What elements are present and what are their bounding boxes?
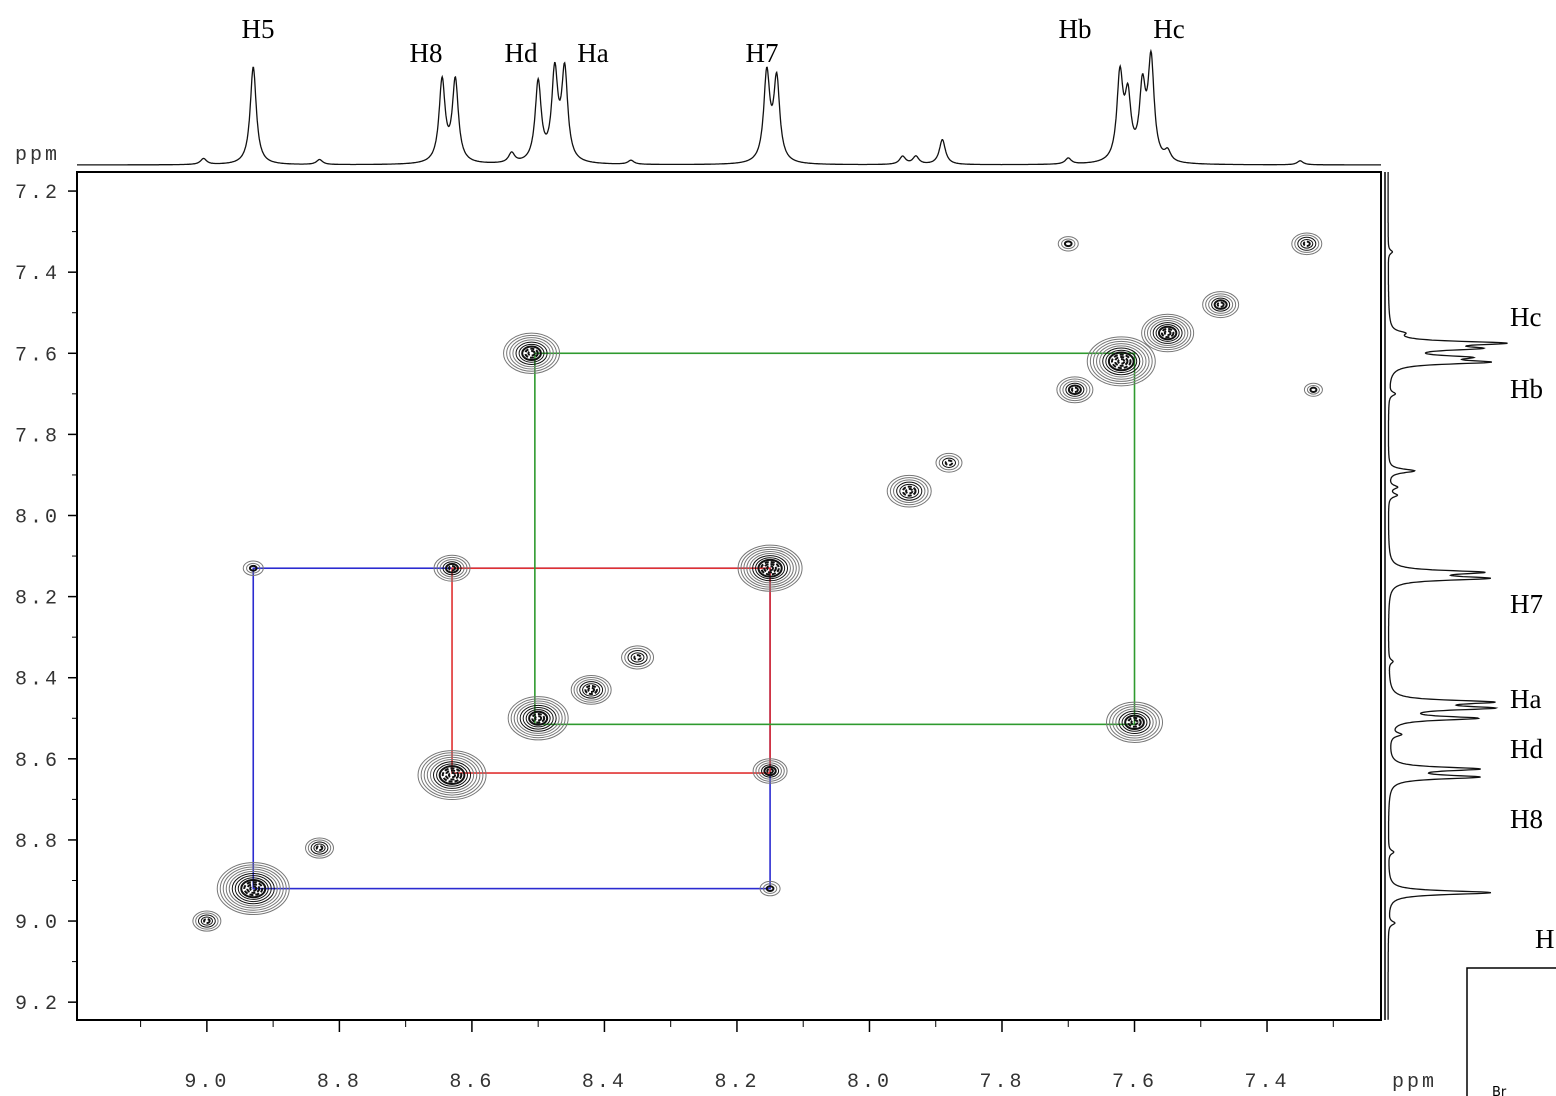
structure-label: Br bbox=[1492, 1085, 1507, 1096]
contour bbox=[449, 773, 455, 777]
contour bbox=[1118, 359, 1124, 363]
peak-label: H7 bbox=[746, 38, 779, 68]
cross-peak bbox=[1057, 377, 1093, 403]
y-unit: ppm bbox=[15, 144, 60, 167]
x-tick-label: 8.4 bbox=[582, 1071, 627, 1094]
peak-label: Hb bbox=[1510, 374, 1543, 404]
x-tick-label: 8.2 bbox=[714, 1071, 759, 1094]
contour bbox=[1142, 314, 1194, 351]
top-projection bbox=[77, 51, 1381, 165]
peak-label: H8 bbox=[410, 38, 443, 68]
y-tick-label: 8.8 bbox=[15, 831, 60, 854]
contour bbox=[306, 838, 334, 858]
cross-peak bbox=[193, 911, 221, 931]
peak-label: Ha bbox=[1510, 684, 1541, 714]
contour bbox=[1292, 233, 1322, 255]
cross-peak bbox=[936, 453, 962, 472]
peak-label: Hc bbox=[1153, 14, 1184, 44]
y-tick-label: 7.8 bbox=[15, 425, 60, 448]
x-tick-label: 7.6 bbox=[1112, 1071, 1157, 1094]
cross-peak bbox=[1142, 314, 1194, 351]
peak-label: Hd bbox=[1510, 734, 1543, 764]
cross-peak bbox=[887, 475, 931, 507]
contour bbox=[535, 716, 541, 720]
contour bbox=[622, 646, 654, 669]
contour bbox=[1304, 242, 1310, 246]
contour bbox=[588, 688, 594, 692]
contour bbox=[1093, 341, 1149, 381]
contour bbox=[1072, 388, 1078, 392]
peak-label: H5 bbox=[242, 14, 275, 44]
cross-peak bbox=[1304, 383, 1322, 396]
contour bbox=[204, 919, 210, 923]
contour bbox=[946, 460, 953, 465]
peak-label: H7 bbox=[1510, 589, 1543, 619]
correlation-box bbox=[452, 568, 770, 773]
contour bbox=[1145, 316, 1191, 349]
contour bbox=[894, 480, 925, 503]
y-tick-label: 8.4 bbox=[15, 669, 60, 692]
peak-label: H bbox=[1535, 924, 1555, 954]
x-unit: ppm bbox=[1392, 1071, 1437, 1094]
x-tick-label: 7.8 bbox=[979, 1071, 1024, 1094]
cross-peak bbox=[1292, 233, 1322, 255]
y-tick-label: 9.2 bbox=[15, 993, 60, 1016]
peak-label: Ha bbox=[577, 38, 608, 68]
peak-label: Hb bbox=[1059, 14, 1092, 44]
y-tick-label: 8.0 bbox=[15, 506, 60, 529]
y-tick-label: 8.2 bbox=[15, 588, 60, 611]
contour bbox=[193, 911, 221, 931]
contour bbox=[1218, 302, 1224, 306]
y-tick-label: 7.6 bbox=[15, 344, 60, 367]
cross-peak bbox=[1087, 337, 1155, 386]
contour bbox=[317, 846, 323, 850]
y-tick-label: 8.6 bbox=[15, 750, 60, 773]
contour bbox=[514, 701, 562, 736]
cross-peak bbox=[1203, 292, 1239, 318]
plot-frame bbox=[77, 172, 1381, 1020]
contour bbox=[634, 655, 640, 660]
x-tick-label: 8.8 bbox=[317, 1071, 362, 1094]
peak-label: Hd bbox=[505, 38, 538, 68]
contour bbox=[523, 707, 553, 729]
x-tick-label: 8.6 bbox=[449, 1071, 494, 1094]
x-tick-label: 9.0 bbox=[184, 1071, 229, 1094]
cross-peak bbox=[508, 697, 568, 740]
contour bbox=[1065, 241, 1072, 246]
contour bbox=[1165, 331, 1171, 335]
contour bbox=[1060, 379, 1090, 401]
cross-peak bbox=[622, 646, 654, 669]
correlation-box bbox=[535, 353, 1135, 724]
contour bbox=[1153, 323, 1182, 344]
right-projection bbox=[1388, 172, 1507, 1020]
chart: ppm ppm Br 9.0 8.8 8.6 8.4 8.2 8.0 7.8 7.6 7.4 7.… bbox=[0, 0, 1556, 1096]
x-tick-label: 7.4 bbox=[1245, 1071, 1290, 1094]
contour bbox=[1097, 344, 1146, 380]
contour bbox=[1206, 294, 1236, 316]
cross-peak bbox=[571, 675, 611, 704]
contour bbox=[1310, 388, 1316, 392]
y-tick-label: 7.2 bbox=[15, 182, 60, 205]
y-tick-label: 7.4 bbox=[15, 263, 60, 286]
x-tick-label: 8.0 bbox=[847, 1071, 892, 1094]
contour bbox=[511, 699, 565, 738]
cross-peak bbox=[306, 838, 334, 858]
peak-label: H8 bbox=[1510, 804, 1543, 834]
cross-peak bbox=[1058, 237, 1078, 251]
contour bbox=[577, 680, 606, 701]
contour bbox=[1087, 337, 1155, 386]
peak-label: Hc bbox=[1510, 302, 1541, 332]
contour bbox=[528, 351, 534, 355]
structure-frame bbox=[1467, 968, 1556, 1096]
contour bbox=[906, 489, 912, 494]
y-tick-label: 9.0 bbox=[15, 912, 60, 935]
